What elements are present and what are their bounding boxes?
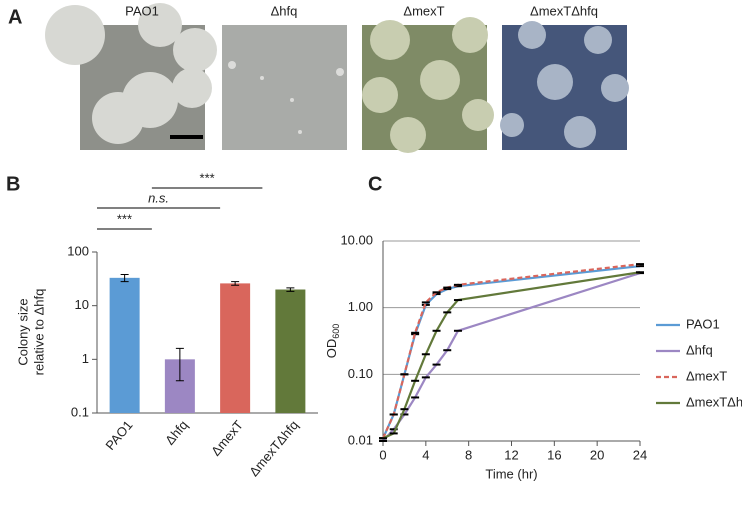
x-tick-label: ΔmexTΔhfq <box>246 417 301 479</box>
colony <box>45 5 105 65</box>
bar <box>275 289 306 413</box>
x-tick-label: PAO1 <box>102 417 135 452</box>
image-title: PAO1 <box>125 3 159 18</box>
x-tick-label: 8 <box>465 447 472 462</box>
y-tick-label: 1 <box>82 351 89 366</box>
image-title: ΔmexTΔhfq <box>530 3 598 18</box>
colony <box>260 76 264 80</box>
error-bar <box>286 287 295 292</box>
series-line <box>381 263 641 439</box>
x-tick-label: 12 <box>504 447 518 462</box>
x-tick-label: 16 <box>547 447 561 462</box>
panel-label: C <box>368 173 382 195</box>
y-axis-label: Colony size <box>15 298 30 365</box>
y-axis-label: relative to Δhfq <box>31 289 46 376</box>
significance-label: n.s. <box>148 190 169 205</box>
colony <box>172 68 212 108</box>
x-axis-label: Time (hr) <box>485 466 537 481</box>
colony <box>138 3 182 47</box>
y-tick-label: 1.00 <box>348 299 373 314</box>
colony <box>462 99 494 131</box>
colony <box>564 116 596 148</box>
colony <box>362 77 398 113</box>
colony <box>92 92 144 144</box>
colony <box>537 64 573 100</box>
colony <box>452 17 488 53</box>
legend-label: Δhfq <box>686 342 713 357</box>
colony <box>173 28 217 72</box>
y-tick-label: 10.00 <box>340 232 373 247</box>
x-tick-label: Δhfq <box>162 417 191 447</box>
x-tick-label: ΔmexT <box>208 417 246 458</box>
x-tick-label: 4 <box>422 447 429 462</box>
x-tick-label: 0 <box>379 447 386 462</box>
image-title: ΔmexT <box>403 3 444 18</box>
x-tick-label: 20 <box>590 447 604 462</box>
colony <box>500 113 524 137</box>
colony <box>390 117 426 153</box>
colony <box>336 68 344 76</box>
y-axis-label-sub: 600 <box>331 324 341 339</box>
y-axis-label-main: OD <box>324 339 339 359</box>
x-tick-label: 24 <box>633 447 647 462</box>
photo <box>222 25 347 150</box>
significance-label: *** <box>117 211 132 226</box>
y-axis-label: OD600 <box>324 324 341 359</box>
y-tick-label: 0.1 <box>71 404 89 419</box>
colony <box>228 61 236 69</box>
colony <box>518 21 546 49</box>
legend-label: ΔmexTΔhfq <box>686 394 742 409</box>
colony <box>584 26 612 54</box>
colony <box>370 20 410 60</box>
legend-label: ΔmexT <box>686 368 727 383</box>
legend-label: PAO1 <box>686 316 720 331</box>
panel-label: B <box>6 173 20 195</box>
series-line <box>382 272 641 442</box>
y-tick-label: 100 <box>67 243 89 258</box>
y-tick-label: 10 <box>75 297 89 312</box>
colony <box>420 60 460 100</box>
error-bar <box>120 274 129 283</box>
panel-label: A <box>8 6 22 28</box>
scale-bar <box>170 135 203 139</box>
colony <box>298 130 302 134</box>
colony <box>601 74 629 102</box>
error-bar <box>231 281 240 286</box>
photos <box>45 3 629 153</box>
y-tick-label: 0.01 <box>348 432 373 447</box>
bar <box>220 283 251 413</box>
bar <box>109 277 140 413</box>
series-line <box>382 271 641 440</box>
image-title: Δhfq <box>271 3 298 18</box>
colony <box>290 98 294 102</box>
error-bar <box>175 347 184 382</box>
significance-label: *** <box>200 170 215 185</box>
y-tick-label: 0.10 <box>348 366 373 381</box>
